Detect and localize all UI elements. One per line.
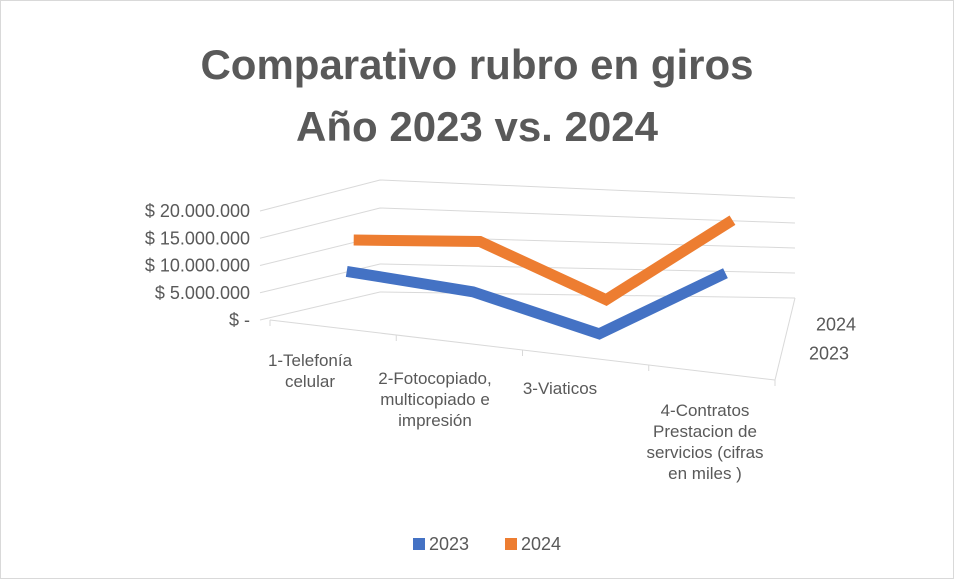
- grid-line: [259, 179, 796, 212]
- x-tick-label: 3-Viaticos: [522, 379, 598, 398]
- depth-tick-label: 2024: [816, 315, 856, 335]
- x-tick-label: 4-Contratos Prestacion de servicios (cif…: [646, 401, 764, 483]
- legend-label: 2024: [521, 534, 561, 554]
- y-tick-label: $ 20.000.000: [145, 201, 250, 221]
- y-tick-label: $ 5.000.000: [155, 283, 250, 303]
- depth-tick-label: 2023: [809, 343, 849, 363]
- y-tick-label: $ 10.000.000: [145, 256, 250, 276]
- y-tick-label: $ -: [229, 310, 250, 330]
- y-tick-label: $ 15.000.000: [145, 228, 250, 248]
- series-ribbon: [345, 265, 728, 340]
- legend-swatch: [505, 538, 517, 550]
- legend-label: 2023: [429, 534, 469, 554]
- x-tick-label: 2-Fotocopiado, multicopiado e impresión: [378, 369, 492, 430]
- grid-line: [259, 207, 796, 239]
- x-tick-label: 1-Telefonía celular: [267, 351, 353, 391]
- chart-title: Comparativo rubro en giros: [200, 41, 754, 88]
- chart-subtitle: Año 2023 vs. 2024: [296, 103, 658, 150]
- grid-line: [259, 291, 796, 321]
- depth-axis-line: [774, 297, 796, 381]
- series-ribbon: [353, 215, 736, 306]
- legend-swatch: [413, 538, 425, 550]
